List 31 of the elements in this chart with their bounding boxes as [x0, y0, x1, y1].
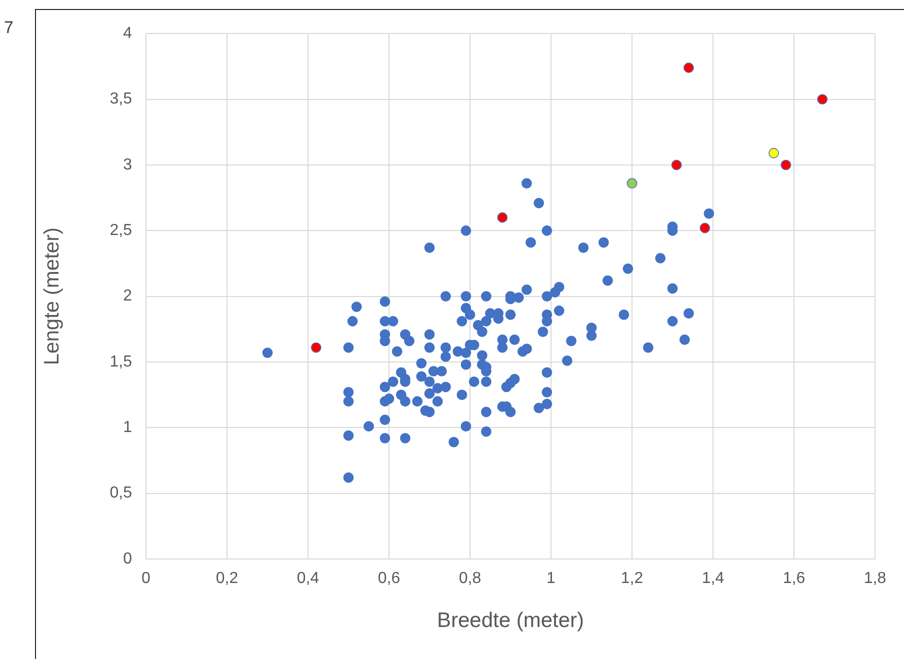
- text: 7: [4, 18, 14, 38]
- x-tick-label: 1,2: [620, 570, 644, 588]
- y-tick-label: 1,5: [110, 353, 132, 370]
- x-tick-label: 1,8: [864, 570, 886, 588]
- point: [817, 94, 828, 104]
- y-tick-label: 0,5: [110, 484, 132, 502]
- point: [684, 62, 694, 73]
- y-tick-label: 1: [123, 419, 132, 436]
- point: [768, 148, 779, 158]
- y-tick-label: 4: [123, 25, 132, 42]
- x-tick-label: 1,6: [782, 570, 806, 588]
- x-tick-label: 0,8: [458, 570, 482, 588]
- x-tick-label: 0,2: [216, 570, 238, 588]
- point: [700, 222, 710, 234]
- x-tick-label: 0,4: [296, 570, 320, 588]
- x-axis-title: Breedte (meter): [436, 609, 584, 632]
- y-tick-label: 3,5: [110, 90, 132, 108]
- y-tick-label: 0: [123, 550, 132, 568]
- point: [626, 178, 638, 189]
- x-tick-label: 0,6: [378, 570, 400, 588]
- point: [497, 212, 508, 223]
- y-tick-label: 3: [123, 156, 132, 174]
- x-tick-label: 0: [142, 570, 151, 588]
- y-axis-title: Lengte (meter): [40, 227, 64, 366]
- y-tick-label: 2: [123, 288, 132, 305]
- point: [671, 160, 682, 170]
- y-tick-label: 2,5: [110, 222, 132, 240]
- point: [780, 160, 792, 170]
- x-tick-label: 1,4: [702, 570, 724, 588]
- x-tick-label: 1: [546, 570, 556, 588]
- point: [310, 342, 322, 353]
